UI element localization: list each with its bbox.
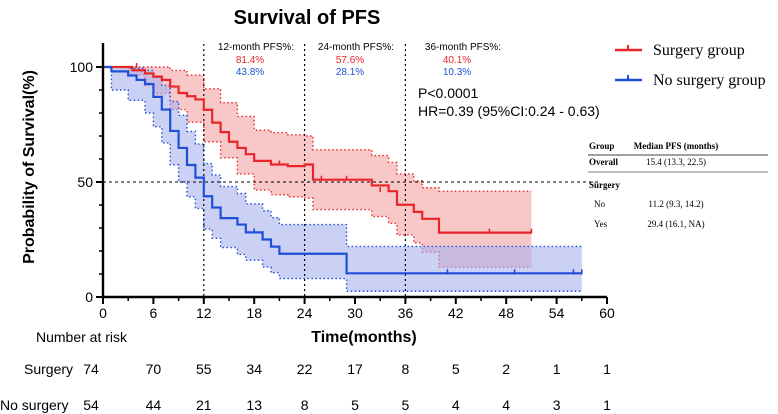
risk-value: 5 [402, 397, 410, 413]
y-tick-label: 100 [70, 59, 94, 75]
risk-value: 17 [347, 361, 363, 377]
axis-ticks: 0 50 100 0 6 12 18 24 30 36 42 48 54 60 [70, 59, 615, 321]
risk-table-title: Number at risk [36, 329, 128, 345]
p-value: P<0.0001 [418, 85, 479, 101]
landmark-label: 36-month PFS%: [425, 42, 501, 53]
landmark-surgery-value: 81.4% [236, 55, 264, 66]
table-row-group: Surgery [589, 180, 620, 190]
surgery-curve [103, 65, 532, 234]
risk-value: 1 [603, 397, 611, 413]
confidence-bands [103, 66, 582, 292]
chart-title: Survival of PFS [234, 7, 381, 29]
table-row-group: No [594, 199, 605, 209]
y-tick-label: 50 [77, 174, 93, 190]
surgery-legend-label: Surgery group [653, 42, 745, 59]
surgery-ci-band [103, 67, 532, 268]
x-tick-label: 36 [398, 305, 414, 321]
risk-value: 22 [297, 361, 313, 377]
table-header-median: Median PFS (months) [634, 141, 719, 151]
surgery-ci-upper [103, 66, 532, 192]
risk-value: 74 [83, 361, 99, 377]
table-row-value: 29.4 (16.1, NA) [647, 219, 704, 229]
risk-value: 44 [146, 397, 162, 413]
landmark-annotations: 12-month PFS%: 81.4%43.8% 24-month PFS%: 57… [218, 42, 501, 78]
x-tick-label: 0 [99, 305, 107, 321]
landmark-label: 24-month PFS%: [318, 42, 394, 53]
x-axis-label: Time(months) [311, 329, 416, 346]
landmark-no-surgery-value: 28.1% [336, 67, 364, 78]
risk-row-label: Surgery [24, 361, 73, 377]
landmark-no-surgery-value: 10.3% [443, 67, 471, 78]
landmark-surgery-value: 40.1% [443, 55, 471, 66]
censor-marks [135, 63, 583, 275]
no-surgery-ci-band [103, 67, 582, 292]
y-tick-label: 0 [85, 289, 93, 305]
x-tick-label: 12 [196, 305, 212, 321]
table-row-group: Yes [594, 219, 608, 229]
no-surgery-ci-lower [103, 66, 582, 292]
risk-value: 1 [603, 361, 611, 377]
risk-value: 70 [146, 361, 162, 377]
no-surgery-legend-label: No surgery group [653, 72, 766, 89]
x-tick-label: 30 [347, 305, 363, 321]
risk-value: 5 [452, 361, 460, 377]
risk-value: 21 [196, 397, 212, 413]
risk-value: 8 [301, 397, 309, 413]
no-surgery-curve [103, 65, 582, 275]
table-row-value: 15.4 (13.3, 22.5) [646, 157, 706, 167]
risk-value: 5 [351, 397, 359, 413]
risk-value: 3 [553, 397, 561, 413]
landmark-surgery-value: 57.6% [336, 55, 364, 66]
x-tick-label: 60 [599, 305, 615, 321]
risk-row-label: No surgery [0, 397, 68, 413]
risk-value: 8 [402, 361, 410, 377]
risk-value: 1 [553, 361, 561, 377]
x-tick-label: 42 [448, 305, 464, 321]
x-tick-label: 54 [549, 305, 565, 321]
risk-value: 2 [502, 361, 510, 377]
table-row-value: 11.2 (9.3, 14.2) [648, 199, 703, 209]
risk-value: 4 [502, 397, 510, 413]
x-tick-label: 24 [297, 305, 313, 321]
risk-value: 4 [452, 397, 460, 413]
risk-value: 13 [246, 397, 262, 413]
landmark-no-surgery-value: 43.8% [236, 67, 264, 78]
x-tick-label: 48 [498, 305, 514, 321]
risk-value: 54 [83, 397, 99, 413]
median-pfs-table: Group Median PFS (months) Overall 15.4 (13.… [588, 141, 768, 229]
risk-value: 34 [246, 361, 262, 377]
x-tick-label: 6 [150, 305, 158, 321]
legend: Surgery group No surgery group [615, 42, 766, 89]
table-header-group: Group [589, 141, 614, 151]
x-tick-label: 18 [246, 305, 262, 321]
y-axis-label: Probability of Survival(%) [21, 70, 38, 264]
table-row-group: Overall [589, 157, 618, 167]
landmark-label: 12-month PFS%: [218, 42, 294, 53]
risk-value: 55 [196, 361, 212, 377]
survival-curves [103, 65, 582, 275]
hazard-ratio: HR=0.39 (95%CI:0.24 - 0.63) [418, 103, 600, 119]
